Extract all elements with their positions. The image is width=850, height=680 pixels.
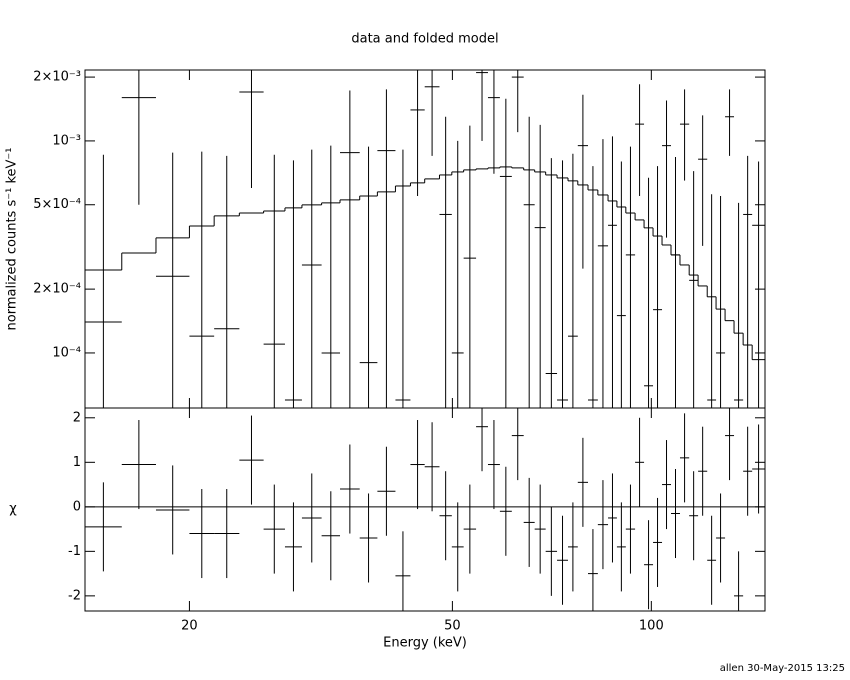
axes: 2×10⁻³ 10⁻³ 5×10⁻⁴ 2×10⁻⁴ 10⁻⁴ -2 -1 0 1 2 20 50 100: [33, 69, 766, 634]
footer: allen 30-May-2015 13:25: [720, 663, 845, 674]
y-tick-label: 0: [73, 499, 81, 514]
y-tick-label: 2×10⁻³: [33, 70, 81, 85]
x-axis-label: Energy (keV): [383, 636, 467, 651]
y-tick-label: 10⁻⁴: [52, 345, 81, 360]
y-tick-label: -2: [68, 588, 81, 603]
residual-plot: [85, 408, 765, 611]
y-tick-label: 5×10⁻⁴: [33, 197, 81, 212]
y-tick-label: 10⁻³: [52, 133, 81, 148]
top-plot: [85, 70, 765, 408]
y-tick-label: 2: [73, 410, 81, 425]
chart-title: data and folded model: [351, 32, 498, 47]
x-tick-label: 20: [181, 619, 198, 634]
y-tick-label: 2×10⁻⁴: [33, 282, 81, 297]
plot-frame: [84, 407, 766, 612]
y-axis-label: normalized counts s⁻¹ keV⁻¹: [5, 148, 20, 331]
x-tick-label: 50: [444, 619, 461, 634]
y-tick-label: 1: [73, 455, 81, 470]
y-axis-label: χ: [9, 502, 17, 517]
x-tick-label: 100: [639, 619, 664, 634]
y-tick-label: -1: [68, 544, 81, 559]
